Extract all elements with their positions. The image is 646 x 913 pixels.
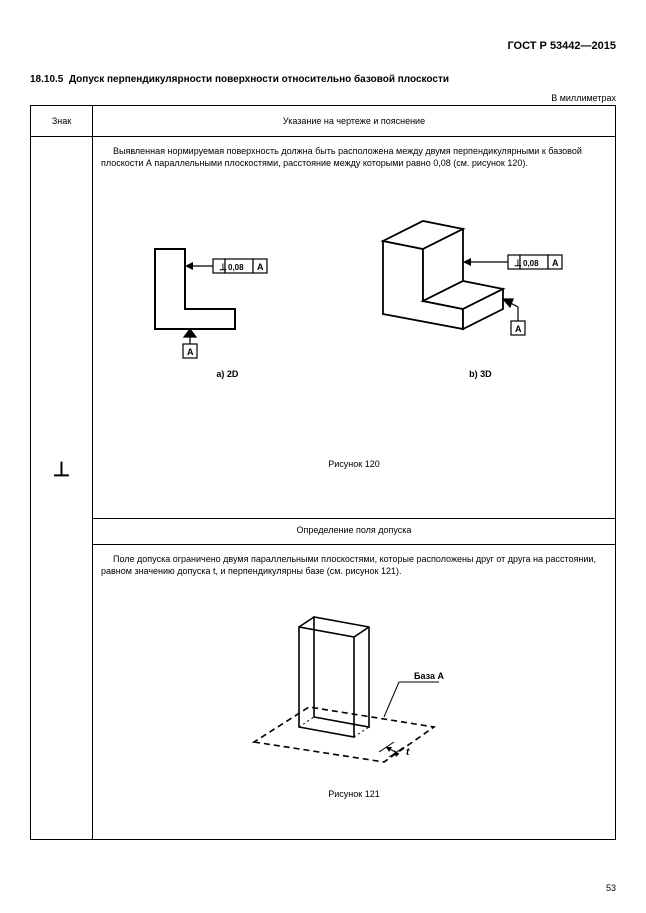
svg-text:A: A	[257, 262, 264, 272]
svg-text:⊥: ⊥	[219, 262, 227, 272]
doc-id: ГОСТ Р 53442—2015	[30, 40, 616, 52]
section-title: 18.10.5 Допуск перпендикулярности поверх…	[30, 74, 616, 85]
tolerance-zone-header: Определение поля допуска	[93, 519, 616, 545]
fig120-label: Рисунок 120	[101, 459, 607, 469]
figure-120-2d: ⊥ 0,08 A A	[135, 209, 295, 359]
svg-text:A: A	[552, 258, 559, 268]
svg-text:⊥: ⊥	[514, 258, 522, 268]
svg-text:t: t	[406, 747, 410, 758]
block1-cell: Выявленная нормируемая поверхность должн…	[93, 137, 616, 519]
figure-121: База А t	[224, 587, 484, 777]
section-number: 18.10.5	[30, 74, 63, 85]
block1-desc: Выявленная нормируемая поверхность должн…	[101, 145, 607, 169]
fig121-label: Рисунок 121	[101, 789, 607, 799]
perpendicularity-symbol: ⊥	[53, 457, 70, 482]
svg-text:База А: База А	[414, 671, 444, 681]
main-table: Знак Указание на чертеже и пояснение ⊥ В…	[30, 105, 616, 840]
units-label: В миллиметрах	[30, 93, 616, 103]
col-header-sign: Знак	[31, 106, 93, 137]
fig120-caption-b: b) 3D	[469, 369, 492, 379]
section-heading: Допуск перпендикулярности поверхности от…	[69, 74, 449, 85]
block2-desc: Поле допуска ограничено двумя параллельн…	[101, 553, 607, 577]
page-number: 53	[606, 883, 616, 893]
svg-text:A: A	[187, 347, 194, 357]
col-header-explain: Указание на чертеже и пояснение	[93, 106, 616, 137]
block2-cell: Поле допуска ограничено двумя параллельн…	[93, 544, 616, 839]
fig120-caption-a: a) 2D	[216, 369, 238, 379]
sign-cell: ⊥	[31, 137, 93, 840]
svg-text:0,08: 0,08	[228, 263, 244, 272]
svg-text:0,08: 0,08	[523, 259, 539, 268]
svg-text:A: A	[515, 324, 522, 334]
figure-120-3d: ⊥ 0,08 A A	[363, 199, 573, 359]
